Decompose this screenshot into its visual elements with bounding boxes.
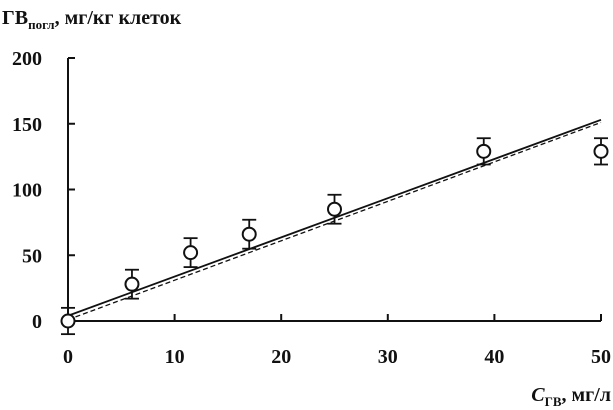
data-point [476,143,492,159]
x-tick-label: 10 [165,346,185,368]
data-point [327,201,342,217]
x-tick-label: 30 [378,346,398,368]
x-axis-title-main: C [531,384,545,406]
x-axis-title-sub: ГВ [545,394,562,409]
y-axis-title: ГВпогл, мг/кг клеток [2,7,182,32]
y-axis-title-rest: , мг/кг клеток [55,7,182,29]
data-point [241,226,257,242]
x-axis-title: CГВ, мг/л [531,384,611,409]
y-axis-title-sub: погл [28,17,55,32]
y-tick-label: 200 [12,48,42,70]
x-tick-label: 20 [271,346,291,368]
y-axis-title-main: ГВ [2,7,28,29]
data-point [124,276,140,292]
y-tick-label: 50 [22,245,42,267]
plot-area: 0 50 100 150 200 0 10 20 30 40 50 [12,48,611,368]
x-tick-label: 40 [484,346,504,368]
data-point [593,143,609,159]
y-tick-label: 150 [12,114,42,136]
y-tick-label: 100 [12,180,42,202]
data-point [60,313,76,329]
x-axis-title-rest: , мг/л [562,384,611,406]
x-tick-label: 50 [591,346,611,368]
x-tick-label: 0 [63,346,73,368]
y-tick-label: 0 [32,311,42,333]
data-point [183,245,199,261]
